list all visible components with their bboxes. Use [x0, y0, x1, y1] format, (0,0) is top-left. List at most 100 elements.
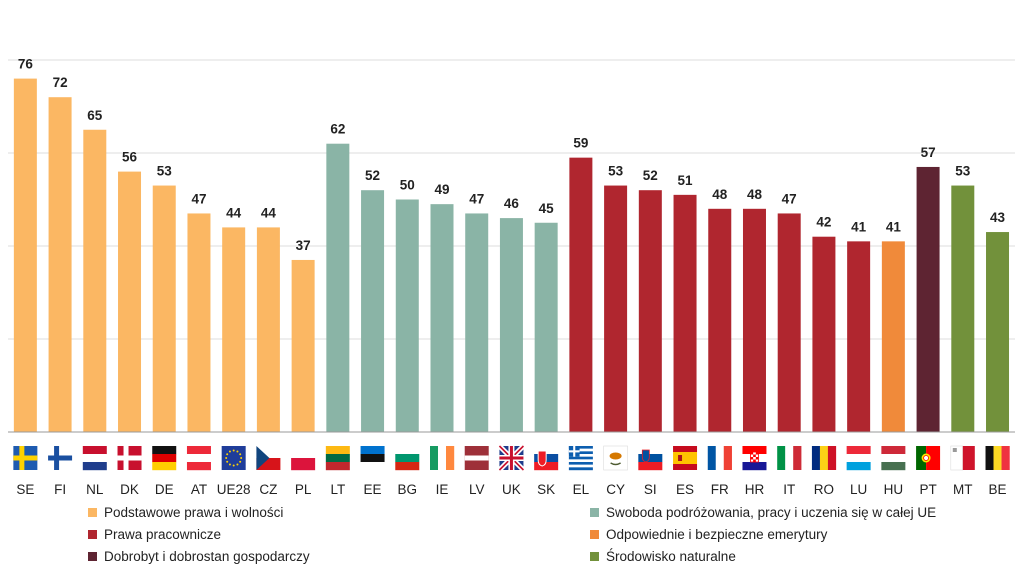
- legend: Podstawowe prawa i wolności Swoboda podr…: [0, 500, 1023, 566]
- flag-cz-icon: [256, 446, 281, 470]
- value-label: 41: [886, 219, 902, 234]
- bar: [847, 241, 871, 432]
- x-tick-label: BE: [989, 482, 1007, 497]
- flag-dk-icon: [117, 446, 142, 470]
- flag-it-icon: [777, 446, 802, 470]
- legend-label: Odpowiednie i bezpieczne emerytury: [606, 526, 828, 542]
- flag-pt-icon: [916, 446, 941, 470]
- bar: [256, 227, 280, 432]
- legend-label: Prawa pracownicze: [104, 526, 222, 542]
- x-tick-label: FR: [711, 482, 729, 497]
- value-label: 49: [434, 182, 449, 197]
- flag-fr-icon: [707, 446, 732, 470]
- value-label: 57: [921, 145, 936, 160]
- flag-se-icon: [13, 446, 38, 470]
- flag-lt-icon: [325, 446, 350, 471]
- flag-fi-icon: [48, 446, 73, 470]
- value-label: 43: [990, 210, 1006, 225]
- x-tick-label: SE: [16, 482, 34, 497]
- bar: [951, 185, 975, 432]
- x-tick-label: SK: [537, 482, 555, 497]
- flag-ro-icon: [811, 446, 837, 470]
- legend-item: Swoboda podróżowania, pracy i uczenia si…: [590, 502, 936, 522]
- flag-mt-icon: [950, 445, 975, 471]
- x-tick-label: LU: [850, 482, 867, 497]
- flag-ie-icon: [430, 446, 455, 470]
- bar-chart: 76 72 65 56 53 47 44 44 37 62 52 50 49 47 46 45 59 53 52 51…: [8, 57, 1015, 497]
- legend-swatch: [88, 551, 97, 561]
- bar: [604, 185, 628, 432]
- value-label: 52: [365, 168, 380, 183]
- bar: [569, 157, 593, 432]
- value-label: 47: [782, 191, 797, 206]
- bar: [187, 213, 211, 432]
- value-label: 48: [747, 187, 763, 202]
- legend-item: Dobrobyt i dobrostan gospodarczy: [88, 546, 310, 566]
- flag-ue28-icon: [221, 446, 246, 470]
- x-tick-label: PT: [919, 482, 936, 497]
- bar: [13, 78, 37, 432]
- x-tick-label: MT: [953, 482, 973, 497]
- value-label: 41: [851, 219, 867, 234]
- value-label: 76: [18, 57, 34, 72]
- value-labels: 76 72 65 56 53 47 44 44 37 62 52 50 49 47 46 45 59 53 52 51…: [18, 57, 1006, 253]
- value-label: 53: [608, 164, 624, 179]
- value-label: 62: [330, 122, 345, 137]
- legend-item: Odpowiednie i bezpieczne emerytury: [590, 524, 827, 544]
- value-label: 53: [955, 164, 971, 179]
- value-label: 44: [261, 205, 277, 220]
- flag-ee-icon: [360, 446, 385, 471]
- value-label: 65: [87, 108, 103, 123]
- x-tick-label: DK: [120, 482, 139, 497]
- x-tick-label: UE28: [217, 482, 251, 497]
- bar: [534, 222, 558, 432]
- legend-label: Środowisko naturalne: [606, 548, 736, 564]
- flag-pl-icon: [291, 446, 316, 471]
- bar: [83, 129, 107, 432]
- x-tick-label: NL: [86, 482, 104, 497]
- value-label: 47: [469, 191, 484, 206]
- legend-label: Podstawowe prawa i wolności: [104, 504, 284, 520]
- x-tick-label: CY: [606, 482, 625, 497]
- flag-de-icon: [152, 446, 177, 471]
- value-label: 48: [712, 187, 728, 202]
- bar: [395, 199, 419, 432]
- bar: [291, 259, 315, 432]
- value-label: 45: [539, 201, 555, 216]
- legend-item: Podstawowe prawa i wolności: [88, 502, 283, 522]
- value-label: 53: [157, 164, 173, 179]
- value-label: 51: [678, 173, 694, 188]
- x-tick-label: EE: [364, 482, 382, 497]
- country-flags: [13, 444, 1010, 472]
- flag-uk-icon: [497, 444, 526, 472]
- x-tick-label: UK: [502, 482, 521, 497]
- value-label: 44: [226, 205, 242, 220]
- bar: [708, 208, 732, 432]
- bar: [326, 143, 350, 432]
- value-label: 56: [122, 150, 138, 165]
- value-label: 72: [53, 75, 68, 90]
- bar: [881, 241, 905, 432]
- value-label: 46: [504, 196, 520, 211]
- bar: [430, 204, 454, 432]
- x-tick-label: IT: [783, 482, 795, 497]
- flag-at-icon: [186, 446, 211, 471]
- x-tick-label: EL: [573, 482, 590, 497]
- x-tick-label: ES: [676, 482, 694, 497]
- legend-swatch: [88, 529, 97, 539]
- legend-label: Swoboda podróżowania, pracy i uczenia si…: [606, 504, 937, 520]
- bar: [222, 227, 246, 432]
- value-label: 37: [296, 238, 311, 253]
- bar: [48, 97, 72, 432]
- flag-lv-icon: [464, 446, 489, 470]
- x-tick-label: FI: [54, 482, 66, 497]
- flag-hu-icon: [881, 446, 906, 471]
- bar: [465, 213, 489, 432]
- value-label: 42: [816, 215, 831, 230]
- bar: [638, 190, 662, 432]
- value-label: 59: [573, 136, 588, 151]
- flag-be-icon: [985, 446, 1010, 470]
- legend-swatch: [590, 529, 599, 539]
- x-tick-label: LT: [330, 482, 345, 497]
- bar: [812, 236, 836, 432]
